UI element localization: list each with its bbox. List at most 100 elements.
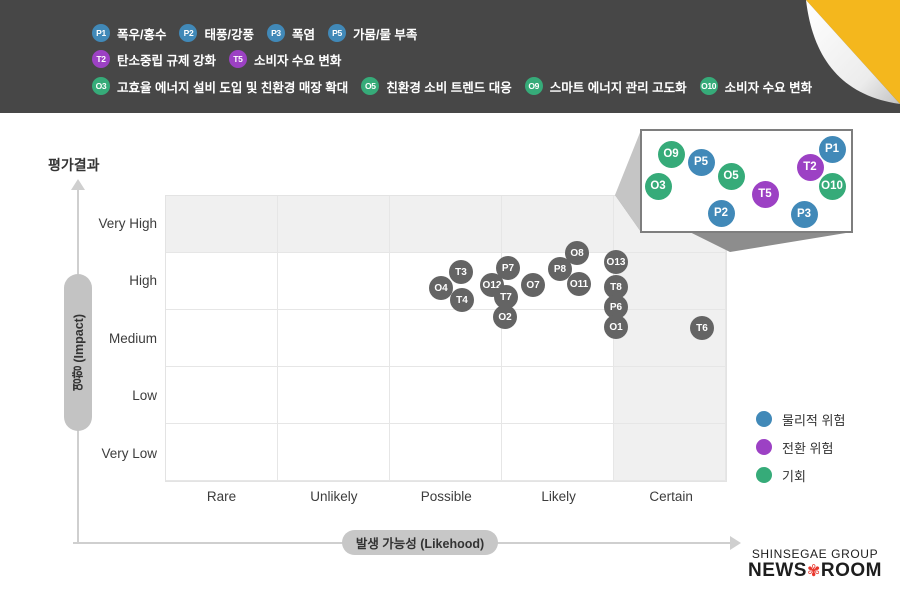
- legend-item-opportunity: 기회: [756, 461, 845, 489]
- risk-label: 태풍/강풍: [204, 27, 254, 42]
- matrix-cell: [166, 424, 278, 481]
- y-tick-label: Very Low: [101, 445, 157, 461]
- risk-label: 소비자 수요 변화: [724, 80, 813, 95]
- matrix-cell: [502, 367, 614, 424]
- legend-dot-opportunity: [756, 467, 772, 483]
- highlight-point-t2: T2: [796, 153, 824, 181]
- legend-item-physical: 물리적 위험: [756, 405, 845, 433]
- risk-label: 폭우/홍수: [117, 27, 167, 42]
- header-legend-row-opportunity: O3 고효율 에너지 설비 도입 및 친환경 매장 확대 O5 친환경 소비 트렌드 …: [92, 77, 812, 95]
- risk-code-badge: P3: [266, 24, 285, 42]
- header-legend-item-p2: P2 태풍/강풍: [179, 24, 254, 43]
- impact-axis-pill: 영향 (Impact): [64, 274, 92, 431]
- x-tick-label: Likely: [541, 489, 576, 504]
- highlight-point-o5: O5: [717, 162, 745, 190]
- matrix-cell: [278, 424, 390, 481]
- highlight-point-o3: O3: [644, 172, 672, 200]
- y-tick-label: Medium: [108, 330, 157, 346]
- risk-point-o2: O2: [493, 305, 517, 329]
- risk-code-badge: P1: [92, 24, 110, 42]
- matrix-cell: [390, 196, 502, 253]
- matrix-cell: [166, 367, 278, 424]
- header-legend-row-physical: P1 폭우/홍수 P2 태풍/강풍 P3 폭염 P5 가뭄/물 부족: [92, 24, 417, 42]
- risk-point-o4: O4: [429, 276, 453, 300]
- header-legend-band: P1 폭우/홍수 P2 태풍/강풍 P3 폭염 P5 가뭄/물 부족 T2 탄소중립 규제 강화…: [0, 0, 900, 113]
- header-legend-item-o9: O9 스마트 에너지 관리 고도화: [524, 77, 687, 96]
- risk-point-o11: O11: [567, 272, 591, 296]
- risk-matrix-grid: [165, 195, 727, 482]
- risk-code-badge: O3: [92, 77, 110, 95]
- y-axis-arrow-icon: [71, 179, 85, 190]
- matrix-cell: [614, 253, 726, 310]
- risk-point-o13: O13: [604, 250, 628, 274]
- risk-point-o7: O7: [521, 273, 545, 297]
- matrix-cell: [278, 310, 390, 367]
- flower-icon: ✾: [806, 563, 821, 580]
- matrix-cell: [166, 310, 278, 367]
- matrix-cell: [502, 424, 614, 481]
- y-tick-label: High: [129, 273, 157, 289]
- matrix-cell: [390, 367, 502, 424]
- highlight-point-t5: T5: [751, 180, 779, 208]
- matrix-cell: [278, 196, 390, 253]
- risk-label: 친환경 소비 트렌드 대응: [386, 80, 512, 95]
- risk-label: 탄소중립 규제 강화: [117, 53, 216, 68]
- risk-point-o1: O1: [604, 315, 628, 339]
- legend-label: 기회: [782, 468, 806, 484]
- header-legend-item-p3: P3 폭염: [266, 24, 315, 43]
- header-legend-item-o3: O3 고효율 에너지 설비 도입 및 친환경 매장 확대: [92, 77, 348, 96]
- likelihood-axis-pill: 발생 가능성 (Likehood): [342, 530, 498, 555]
- highlight-point-p1: P1: [818, 135, 846, 163]
- matrix-cell: [614, 367, 726, 424]
- risk-code-badge: P2: [179, 24, 198, 42]
- header-legend-item-t2: T2 탄소중립 규제 강화: [92, 50, 216, 69]
- matrix-cell: [614, 424, 726, 481]
- header-legend-item-p5: P5 가뭄/물 부족: [327, 24, 418, 43]
- risk-point-p8: P8: [548, 257, 572, 281]
- legend-label: 물리적 위험: [782, 412, 846, 428]
- header-legend-item-o10: O10 소비자 수요 변화: [699, 77, 813, 96]
- highlight-point-o9: O9: [657, 140, 685, 168]
- header-legend-item-t5: T5 소비자 수요 변화: [228, 50, 341, 69]
- y-axis-title: 평가결과: [48, 157, 100, 173]
- x-axis-arrow-icon: [730, 536, 741, 550]
- matrix-cell: [166, 253, 278, 310]
- risk-code-badge: O5: [361, 77, 380, 95]
- highlight-point-o10: O10: [818, 172, 846, 200]
- x-tick-label: Possible: [420, 489, 472, 504]
- header-legend-item-o5: O5 친환경 소비 트렌드 대응: [361, 77, 512, 96]
- header-legend-row-transition: T2 탄소중립 규제 강화 T5 소비자 수요 변화: [92, 50, 341, 68]
- x-tick-label: Rare: [206, 489, 237, 504]
- legend-label: 전환 위험: [782, 440, 834, 456]
- brand-group-name: SHINSEGAE GROUP: [751, 547, 879, 561]
- risk-code-badge: O9: [524, 77, 543, 95]
- matrix-cell: [502, 310, 614, 367]
- matrix-cell: [166, 196, 278, 253]
- matrix-cell: [278, 367, 390, 424]
- risk-label: 가뭄/물 부족: [352, 27, 418, 42]
- highlight-point-p2: P2: [707, 199, 735, 227]
- page-curl-icon: [806, 0, 900, 104]
- header-legend-item-p1: P1 폭우/홍수: [92, 24, 166, 43]
- brand-logo: SHINSEGAE GROUP NEWS✾ROOM: [748, 547, 882, 582]
- matrix-cell: [502, 196, 614, 253]
- x-tick-label: Certain: [649, 489, 693, 504]
- risk-label: 스마트 에너지 관리 고도화: [549, 80, 687, 95]
- matrix-cell: [278, 253, 390, 310]
- brand-newsroom-name: NEWS✾ROOM: [747, 560, 882, 581]
- legend-dot-physical: [756, 411, 772, 427]
- risk-code-badge: T2: [92, 50, 110, 68]
- legend-dot-transition: [756, 439, 772, 455]
- legend-item-transition: 전환 위험: [756, 433, 845, 461]
- risk-code-badge: O10: [699, 77, 718, 95]
- highlight-point-p3: P3: [790, 200, 818, 228]
- x-tick-label: Unlikely: [310, 489, 358, 504]
- y-tick-label: Low: [132, 388, 157, 404]
- risk-point-t3: T3: [449, 260, 473, 284]
- y-tick-label: Very High: [98, 216, 157, 231]
- risk-code-badge: P5: [327, 24, 346, 42]
- highlight-point-p5: P5: [687, 148, 715, 176]
- risk-point-t4: T4: [450, 288, 474, 312]
